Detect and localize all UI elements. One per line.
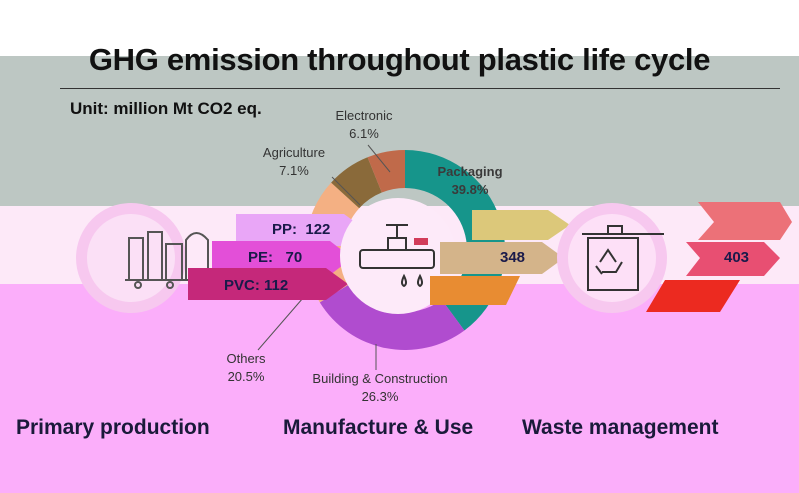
pe-value: PE: 70 <box>248 249 303 266</box>
unit-label: Unit: million Mt CO2 eq. <box>70 99 262 118</box>
pp-arrow <box>236 214 366 246</box>
manufacture-circle <box>340 198 456 314</box>
stage-waste-management: Waste management <box>522 416 719 439</box>
pe-arrow <box>212 241 352 275</box>
valve-handle-icon <box>414 238 428 245</box>
stage-manufacture-use: Manufacture & Use <box>283 416 474 439</box>
pipe-valve-icon <box>359 224 435 288</box>
electronic-label: Electronic 6.1% <box>335 108 393 141</box>
page-title: GHG emission throughout plastic life cyc… <box>88 42 711 77</box>
manufacture-arrow-top <box>472 210 570 240</box>
building-construction-label: Building & Construction 26.3% <box>312 371 448 404</box>
stage-primary-production: Primary production <box>16 416 210 439</box>
packaging-label: Packaging 39.8% <box>437 164 503 197</box>
waste-arrow-bottom <box>646 280 740 312</box>
pvc-arrow <box>188 268 348 300</box>
title-divider <box>60 88 780 89</box>
waste-arrow-top <box>698 202 792 240</box>
agriculture-leader <box>331 176 361 206</box>
waste-arrow <box>686 242 780 276</box>
manufacture-value: 348 <box>500 249 526 266</box>
recycle-bin-icon <box>582 225 664 291</box>
header-band <box>0 0 799 56</box>
donut-slice-electronic <box>367 150 405 193</box>
manufacture-arrow <box>440 242 564 274</box>
factory-icon <box>125 231 212 289</box>
pp-value: PP: 122 <box>272 221 331 238</box>
manufacture-arrow-bottom <box>430 276 520 305</box>
others-leader <box>257 297 304 351</box>
waste-circle-inner <box>568 214 656 302</box>
electronic-leader <box>367 144 391 173</box>
donut-slice-building-construction <box>319 282 465 350</box>
waste-value: 403 <box>724 249 750 266</box>
donut-slice-agriculture <box>331 157 382 209</box>
others-label: Others 20.5% <box>226 351 266 384</box>
pvc-value: PVC: 112 <box>224 277 289 294</box>
agriculture-label: Agriculture 7.1% <box>262 145 326 178</box>
